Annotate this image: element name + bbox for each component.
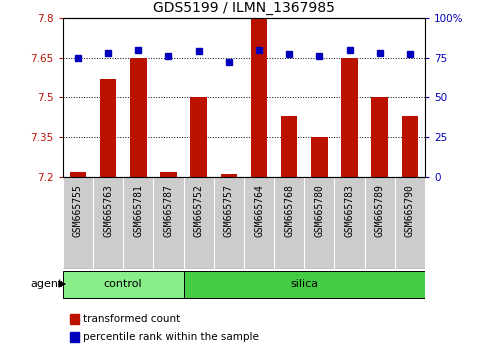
Bar bbox=[371, 97, 388, 177]
Text: GSM665790: GSM665790 bbox=[405, 184, 415, 237]
Text: GSM665763: GSM665763 bbox=[103, 184, 113, 237]
Bar bbox=[70, 314, 79, 324]
Bar bbox=[402, 116, 418, 177]
Text: GSM665787: GSM665787 bbox=[163, 184, 173, 237]
Text: agent: agent bbox=[30, 279, 63, 289]
Bar bbox=[190, 97, 207, 177]
Bar bbox=[281, 116, 298, 177]
Text: GSM665768: GSM665768 bbox=[284, 184, 294, 237]
Bar bbox=[130, 57, 146, 177]
Text: transformed count: transformed count bbox=[83, 314, 180, 324]
Text: GSM665780: GSM665780 bbox=[314, 184, 325, 237]
Bar bbox=[160, 172, 177, 177]
Bar bbox=[70, 172, 86, 177]
Text: GSM665783: GSM665783 bbox=[344, 184, 355, 237]
Text: silica: silica bbox=[290, 279, 318, 289]
Text: control: control bbox=[104, 279, 142, 289]
Bar bbox=[184, 270, 425, 298]
Text: GSM665755: GSM665755 bbox=[73, 184, 83, 237]
Text: percentile rank within the sample: percentile rank within the sample bbox=[83, 332, 258, 342]
Bar bbox=[221, 175, 237, 177]
Bar bbox=[311, 137, 327, 177]
Title: GDS5199 / ILMN_1367985: GDS5199 / ILMN_1367985 bbox=[153, 1, 335, 15]
Text: GSM665752: GSM665752 bbox=[194, 184, 204, 237]
Bar bbox=[100, 79, 116, 177]
Bar bbox=[251, 18, 267, 177]
Text: GSM665757: GSM665757 bbox=[224, 184, 234, 237]
Text: GSM665764: GSM665764 bbox=[254, 184, 264, 237]
Bar bbox=[63, 270, 184, 298]
Bar bbox=[341, 57, 358, 177]
Text: GSM665781: GSM665781 bbox=[133, 184, 143, 237]
Text: GSM665789: GSM665789 bbox=[375, 184, 385, 237]
Bar bbox=[70, 332, 79, 342]
